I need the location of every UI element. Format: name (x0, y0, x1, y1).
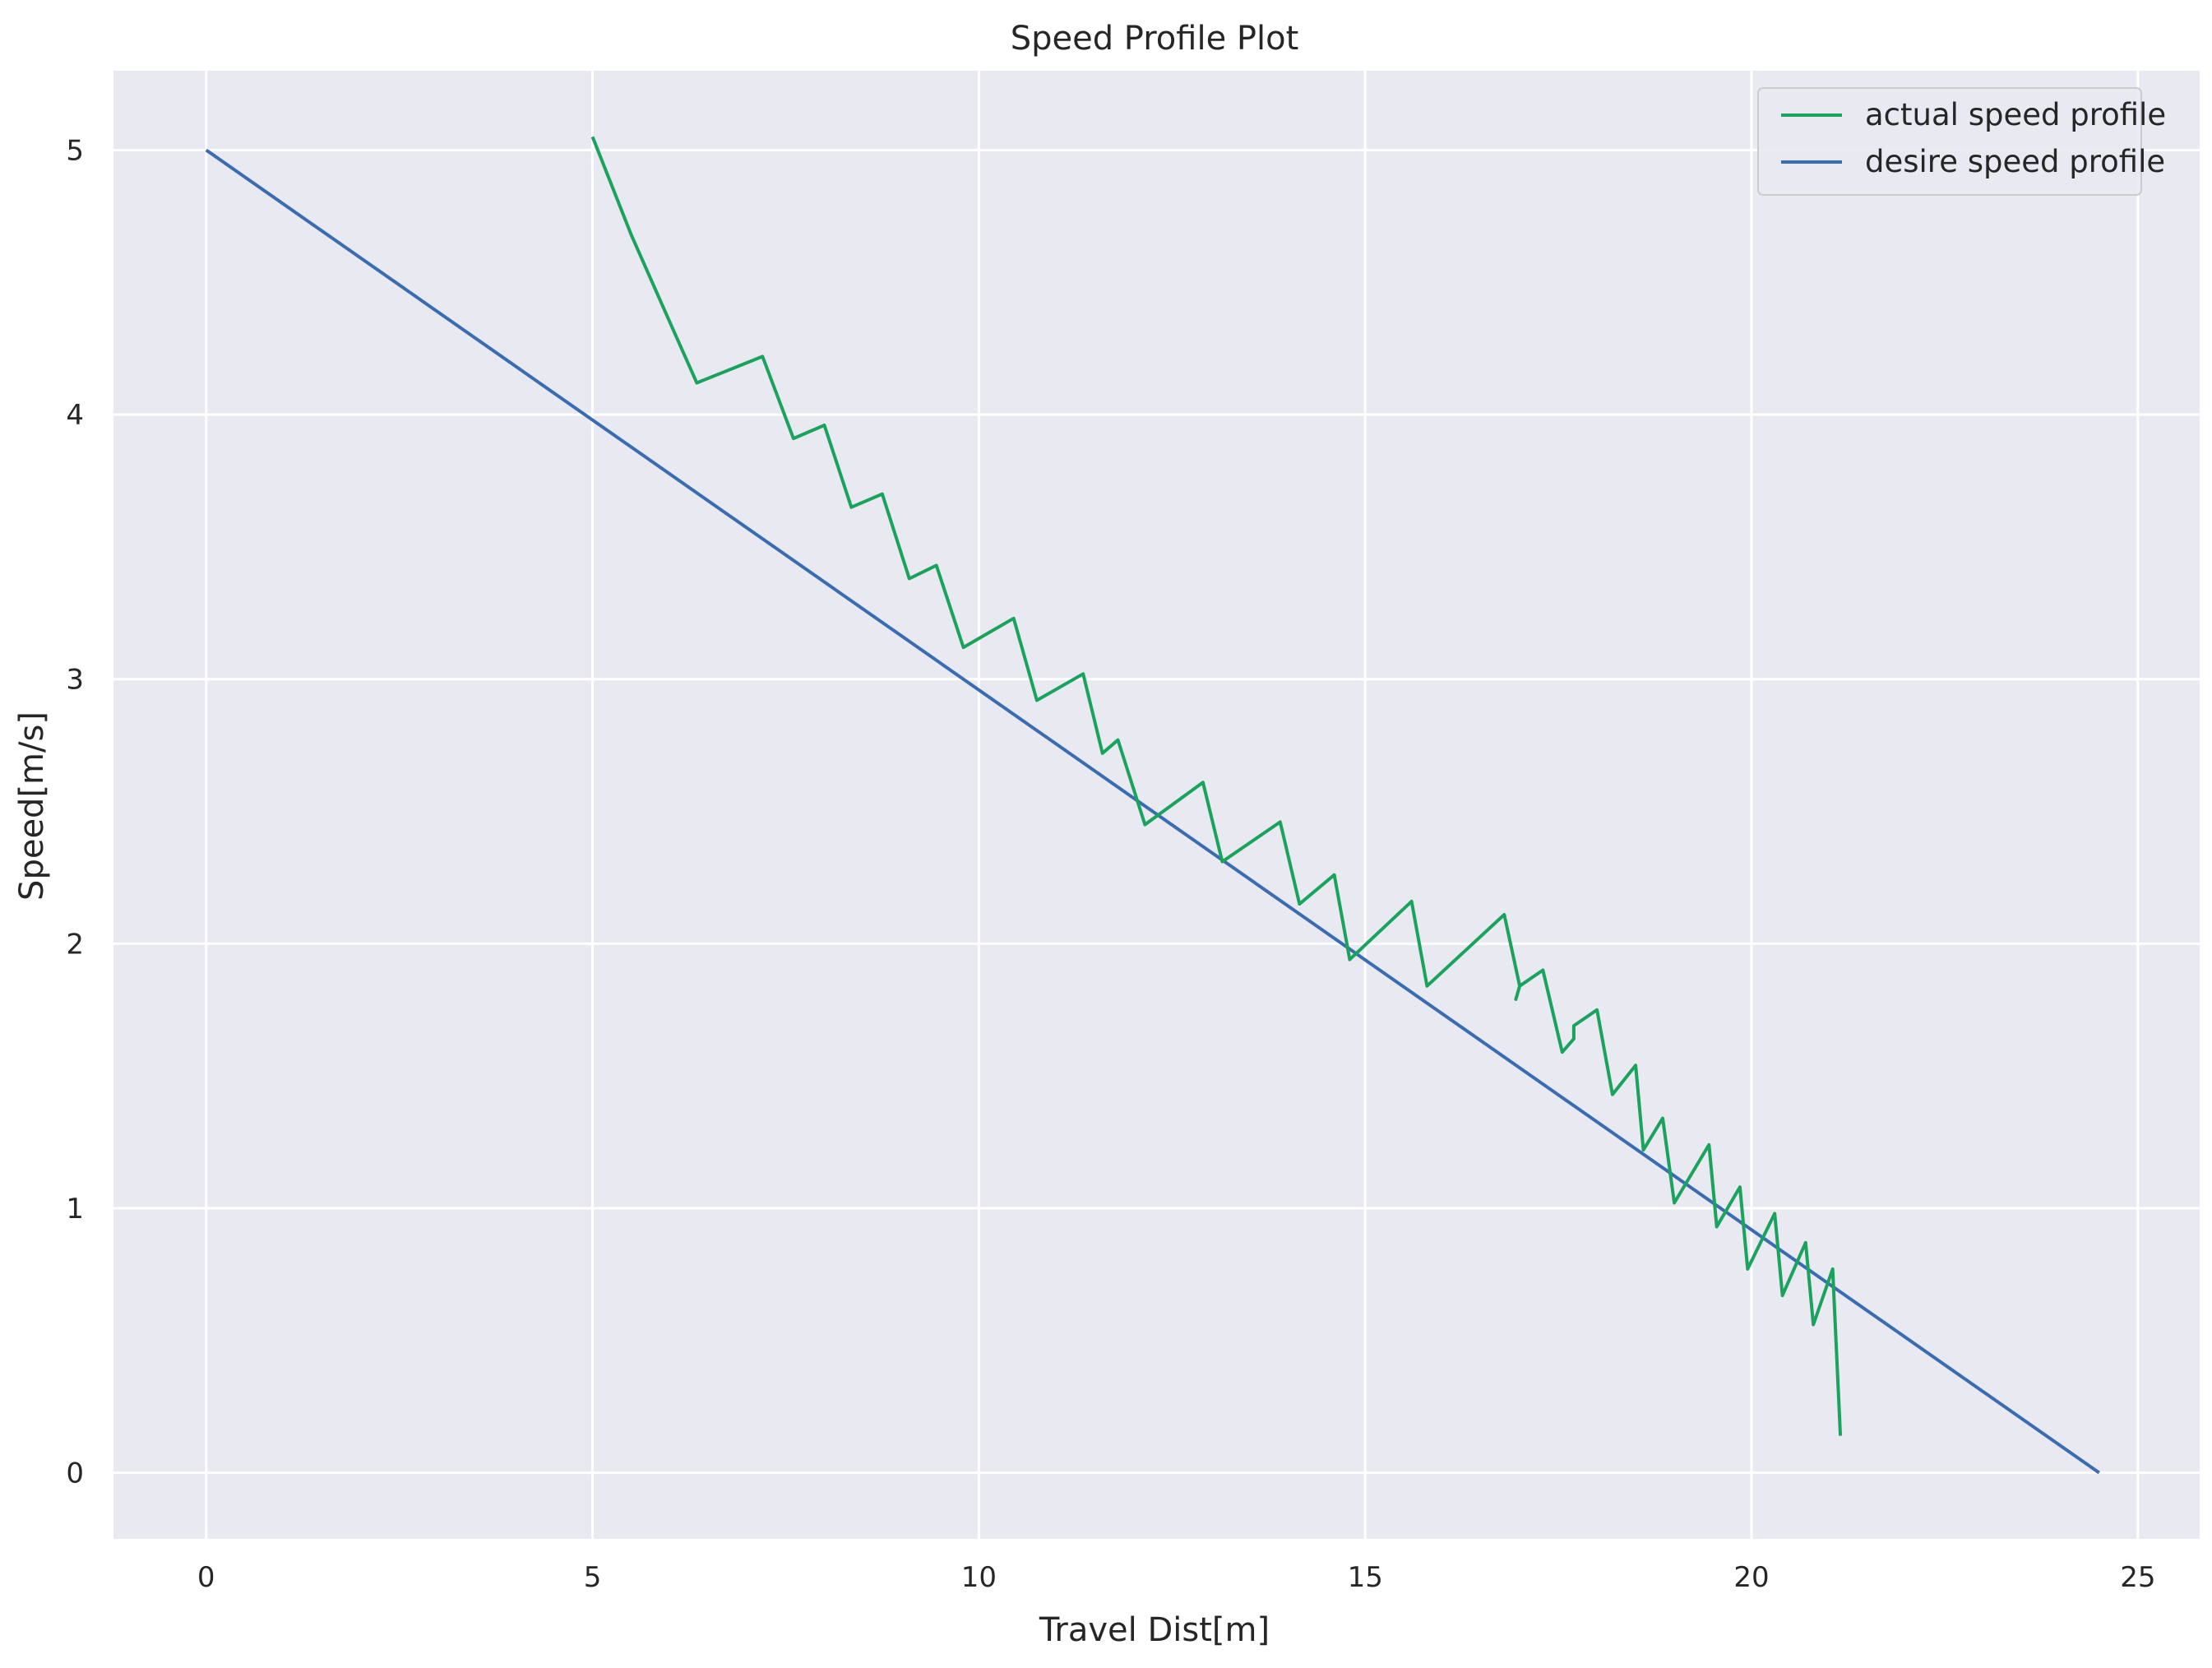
x-tick-label: 15 (1348, 1561, 1383, 1594)
plot-area-background (113, 71, 2200, 1539)
legend-box (1757, 87, 2142, 196)
legend: actual speed profile desire speed profil… (1757, 87, 2166, 196)
y-tick-label: 3 (66, 664, 84, 697)
grid-lines (113, 71, 2200, 1539)
chart-title: Speed Profile Plot (1011, 20, 1299, 58)
y-axis-label: Speed[m/s] (13, 711, 51, 901)
x-tick-label: 0 (197, 1561, 215, 1594)
y-tick-label: 2 (66, 928, 84, 961)
y-tick-label: 1 (66, 1193, 84, 1226)
y-tick-label: 5 (66, 134, 84, 167)
x-tick-label: 25 (2120, 1561, 2155, 1594)
x-axis-ticks: 0 5 10 15 20 25 (197, 1561, 2156, 1594)
y-axis-ticks: 0 1 2 3 4 5 (66, 134, 84, 1490)
y-tick-label: 4 (66, 399, 84, 432)
desire-speed-line (205, 148, 2100, 1475)
x-axis-label: Travel Dist[m] (1039, 1611, 1270, 1649)
series-lines (205, 136, 2100, 1475)
legend-label-desire: desire speed profile (1865, 144, 2165, 179)
y-tick-label: 0 (66, 1457, 84, 1490)
x-tick-label: 10 (961, 1561, 997, 1594)
legend-label-actual: actual speed profile (1865, 97, 2166, 132)
x-tick-label: 5 (584, 1561, 602, 1594)
actual-speed-line (590, 136, 1843, 1436)
x-tick-label: 20 (1733, 1561, 1769, 1594)
